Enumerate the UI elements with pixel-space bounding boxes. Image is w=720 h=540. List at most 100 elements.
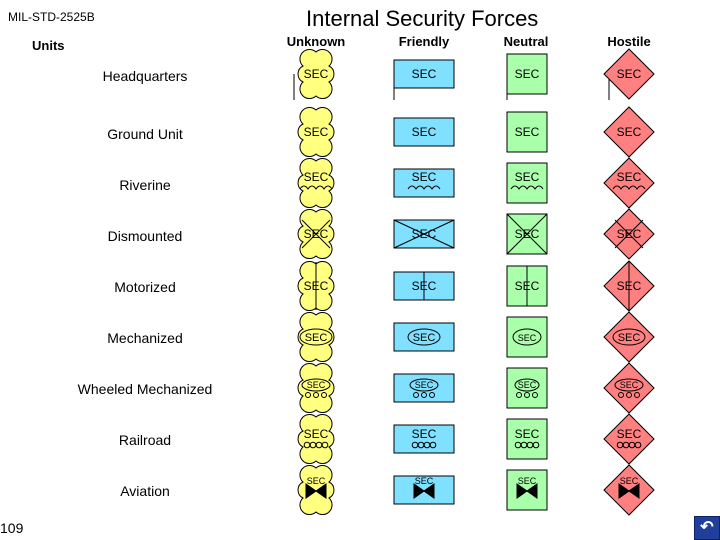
wheel-mark <box>626 392 632 398</box>
symbol-ground-unit-friendly: SEC <box>393 117 455 147</box>
symbol-dismounted-friendly: SEC <box>393 219 455 249</box>
symbol-mechanized-hostile: SEC <box>603 311 655 363</box>
symbol-frame <box>297 464 335 516</box>
symbol-headquarters-unknown: SEC <box>293 48 335 100</box>
symbol-riverine-neutral: SEC <box>506 162 548 204</box>
symbol-dismounted-unknown: SEC <box>297 208 335 260</box>
wheel-mark <box>421 392 427 398</box>
symbol-frame <box>603 311 655 363</box>
cross-mark <box>393 219 455 249</box>
rail-wheel-mark <box>634 441 642 449</box>
symbol-label: SEC <box>412 67 437 81</box>
wheel-mark <box>313 392 319 398</box>
symbol-dismounted-neutral: SEC <box>506 213 548 255</box>
symbol-label: SEC <box>518 333 537 343</box>
symbol-railroad-friendly: SEC <box>393 424 455 454</box>
symbol-label: SEC <box>515 427 540 441</box>
wheel-mark <box>532 392 538 398</box>
rail-wheel-mark <box>429 441 437 449</box>
wheel-mark <box>524 392 530 398</box>
symbol-frame <box>393 424 455 454</box>
symbol-label: SEC <box>617 67 642 81</box>
symbol-frame <box>506 162 548 204</box>
symbol-wheeled-mechanized-unknown: SEC <box>297 362 335 414</box>
tracked-oval <box>409 378 439 392</box>
page-title: Internal Security Forces <box>306 6 539 31</box>
wave-mark <box>612 185 646 190</box>
cross-mark <box>614 219 644 249</box>
symbol-frame <box>297 157 335 209</box>
symbol-label: SEC <box>307 380 326 390</box>
symbol-label: SEC <box>617 427 642 441</box>
symbol-frame <box>297 362 335 414</box>
symbol-label: SEC <box>515 227 540 241</box>
symbol-label: SEC <box>515 125 540 139</box>
symbol-frame <box>393 322 455 352</box>
tracked-oval <box>514 378 540 392</box>
tracked-oval <box>614 378 644 392</box>
symbol-mechanized-neutral: SEC <box>506 316 548 358</box>
symbol-label: SEC <box>620 476 639 486</box>
symbol-label: SEC <box>618 332 641 344</box>
symbol-frame <box>506 418 548 460</box>
wheel-mark <box>413 392 419 398</box>
symbol-railroad-hostile: SEC <box>603 413 655 465</box>
symbol-riverine-unknown: SEC <box>297 157 335 209</box>
wave-mark <box>407 185 441 190</box>
row-label-railroad: Railroad <box>118 432 172 448</box>
aviation-mark <box>305 483 327 499</box>
aviation-mark <box>516 483 538 499</box>
symbol-label: SEC <box>415 380 434 390</box>
symbol-motorized-neutral: SEC <box>506 265 548 307</box>
aviation-mark <box>413 483 435 499</box>
symbol-ground-unit-hostile: SEC <box>603 106 655 158</box>
wave-mark <box>510 185 544 190</box>
column-header-unknown: Unknown <box>286 34 346 49</box>
u-turn-return-icon[interactable]: ↶ <box>694 516 720 540</box>
symbol-label: SEC <box>518 380 537 390</box>
row-label-dismounted: Dismounted <box>107 228 183 244</box>
symbol-label: SEC <box>413 332 436 344</box>
units-label: Units <box>32 38 65 53</box>
symbol-motorized-friendly: SEC <box>393 271 455 301</box>
symbol-label: SEC <box>305 332 328 344</box>
symbol-wheeled-mechanized-hostile: SEC <box>603 362 655 414</box>
symbol-frame <box>297 311 335 363</box>
symbol-label: SEC <box>412 170 437 184</box>
row-label-motorized: Motorized <box>114 279 176 295</box>
aviation-mark <box>618 483 640 499</box>
symbol-label: SEC <box>412 427 437 441</box>
symbol-railroad-neutral: SEC <box>506 418 548 460</box>
page-number: 109 <box>0 520 24 536</box>
symbol-label: SEC <box>515 67 540 81</box>
wheel-mark <box>429 392 435 398</box>
row-label-ground-unit: Ground Unit <box>107 126 183 142</box>
symbol-label: SEC <box>617 170 642 184</box>
symbol-frame <box>506 469 548 511</box>
wheel-mark <box>516 392 522 398</box>
column-header-friendly: Friendly <box>398 34 450 49</box>
tracked-oval <box>612 328 646 346</box>
row-label-mechanized: Mechanized <box>107 330 183 346</box>
symbol-aviation-neutral: SEC <box>506 469 548 511</box>
tracked-oval <box>407 328 441 346</box>
symbol-label: SEC <box>515 279 540 293</box>
wheel-mark <box>618 392 624 398</box>
standard-label: MIL-STD-2525B <box>8 10 95 24</box>
symbol-riverine-friendly: SEC <box>393 168 455 198</box>
column-header-hostile: Hostile <box>607 34 651 49</box>
symbol-label: SEC <box>304 279 329 293</box>
tracked-oval <box>512 328 542 346</box>
symbol-label: SEC <box>412 227 437 241</box>
tracked-oval <box>301 378 331 392</box>
symbol-label: SEC <box>412 279 437 293</box>
symbol-frame <box>603 464 655 516</box>
symbol-wheeled-mechanized-neutral: SEC <box>506 367 548 409</box>
wheel-mark <box>321 392 327 398</box>
symbol-dismounted-hostile: SEC <box>603 208 655 260</box>
symbol-frame <box>603 413 655 465</box>
symbol-label: SEC <box>304 227 329 241</box>
symbol-label: SEC <box>518 476 537 486</box>
symbol-aviation-friendly: SEC <box>393 475 455 505</box>
symbol-headquarters-friendly: SEC <box>393 59 455 100</box>
